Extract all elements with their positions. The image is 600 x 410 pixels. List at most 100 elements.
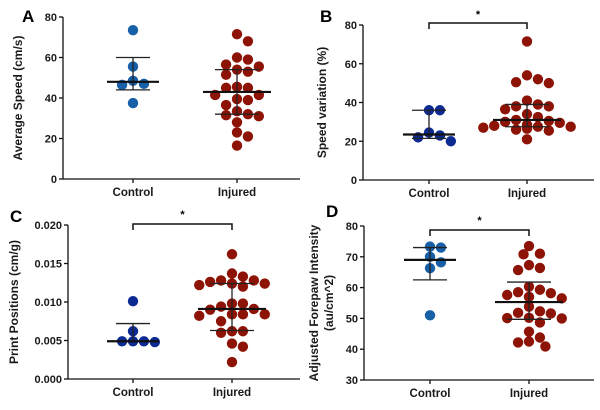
y-tick-label: 0.000: [34, 374, 62, 386]
significance-star: *: [477, 215, 482, 227]
data-point: [544, 101, 554, 111]
y-axis-title: Print Positions (cm/g): [7, 240, 21, 364]
data-point: [232, 140, 242, 150]
data-point: [546, 288, 556, 298]
data-point: [227, 338, 237, 348]
data-point: [535, 263, 545, 273]
y-axis-title-line: Adjusted Forepaw Intensity: [307, 224, 321, 381]
data-point: [238, 271, 248, 281]
data-point: [205, 277, 215, 287]
y-tick-label: 80: [345, 20, 357, 32]
data-point: [128, 296, 138, 306]
y-axis-title: Average Speed (cm/s): [11, 36, 25, 161]
panel-d: D304050607080ControlInjuredAdjusted Fore…: [307, 202, 594, 400]
data-point: [513, 308, 523, 318]
data-point: [557, 313, 567, 323]
x-category-label: Injured: [510, 388, 548, 400]
significance-star: *: [476, 9, 481, 21]
significance-bracket: [133, 224, 232, 230]
x-category-label: Injured: [213, 387, 251, 399]
data-point: [227, 249, 237, 259]
y-tick-label: 30: [346, 375, 358, 387]
data-point: [243, 66, 253, 76]
data-point: [216, 316, 226, 326]
data-point: [489, 121, 499, 131]
data-point: [139, 79, 149, 89]
data-point: [216, 301, 226, 311]
data-point: [232, 52, 242, 62]
data-point: [238, 298, 248, 308]
y-tick-label: 0.010: [34, 297, 62, 309]
data-point: [221, 110, 231, 120]
data-point: [524, 260, 534, 270]
data-point: [243, 95, 253, 105]
y-tick-label: 60: [45, 53, 57, 65]
y-tick-label: 80: [346, 221, 358, 233]
data-point: [232, 117, 242, 127]
data-point: [243, 54, 253, 64]
data-point: [518, 249, 528, 259]
significance-bracket: [430, 230, 529, 236]
x-category-label: Control: [113, 387, 154, 399]
series-injured: [203, 29, 271, 151]
y-tick-label: 20: [345, 136, 357, 148]
data-point: [216, 328, 226, 338]
significance-star: *: [180, 209, 185, 221]
panel-b: B020406080ControlInjuredSpeed variation …: [315, 7, 594, 200]
x-category-label: Control: [409, 188, 450, 200]
data-point: [502, 290, 512, 300]
data-point: [227, 268, 237, 278]
panel-letter: C: [10, 207, 22, 226]
y-tick-label: 0.005: [34, 336, 62, 348]
data-point: [221, 59, 231, 69]
y-axis-title: Adjusted Forepaw Intensity(au/cm^2): [307, 224, 336, 381]
data-point: [522, 36, 532, 46]
data-point: [238, 309, 248, 319]
y-tick-label: 70: [346, 252, 358, 264]
data-point: [436, 257, 446, 267]
data-point: [535, 332, 545, 342]
data-point: [522, 70, 532, 80]
y-tick-label: 0.020: [34, 220, 62, 232]
x-category-label: Control: [113, 187, 154, 199]
panel-letter: B: [320, 7, 332, 26]
data-point: [513, 287, 523, 297]
y-tick-label: 80: [45, 12, 57, 24]
data-point: [128, 98, 138, 108]
data-point: [535, 306, 545, 316]
panel-a: A020406080ControlInjuredAverage Speed (c…: [11, 7, 300, 199]
data-point: [540, 341, 550, 351]
data-point: [544, 78, 554, 88]
data-point: [524, 326, 534, 336]
data-point: [511, 101, 521, 111]
data-point: [524, 336, 534, 346]
series-injured: [194, 249, 270, 367]
data-point: [260, 278, 270, 288]
y-tick-label: 40: [345, 98, 357, 110]
series-injured: [495, 241, 567, 352]
data-point: [513, 337, 523, 347]
data-point: [260, 309, 270, 319]
data-point: [511, 77, 521, 87]
data-point: [446, 136, 456, 146]
data-point: [478, 122, 488, 132]
y-axis-title: Speed variation (%): [315, 47, 329, 158]
data-point: [565, 122, 575, 132]
series-control: [107, 296, 160, 347]
panel-letter: D: [326, 202, 338, 221]
data-point: [232, 127, 242, 137]
y-tick-label: 0.015: [34, 259, 62, 271]
data-point: [425, 310, 435, 320]
significance-bracket: [429, 23, 527, 29]
y-tick-label: 40: [45, 93, 57, 105]
y-tick-label: 60: [345, 59, 357, 71]
figure-canvas: A020406080ControlInjuredAverage Speed (c…: [0, 0, 600, 410]
data-point: [238, 326, 248, 336]
data-point: [227, 357, 237, 367]
data-point: [254, 111, 264, 121]
series-control: [403, 105, 456, 146]
data-point: [535, 249, 545, 259]
data-point: [511, 124, 521, 134]
data-point: [533, 74, 543, 84]
x-category-label: Injured: [508, 188, 546, 200]
